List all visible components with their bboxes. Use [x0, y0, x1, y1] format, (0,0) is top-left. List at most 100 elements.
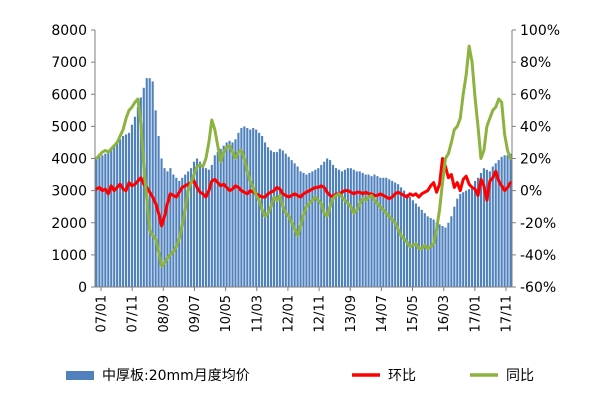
- bar-mark: [435, 222, 438, 287]
- bar-mark: [441, 225, 444, 287]
- x-tick-label: 07/11: [126, 295, 141, 332]
- bar-mark: [213, 155, 216, 287]
- bar-mark: [432, 219, 435, 287]
- left-tick-label: 3000: [51, 184, 87, 200]
- bar-mark: [252, 127, 255, 287]
- bar-mark: [272, 152, 275, 287]
- x-tick-label: 09/07: [188, 295, 203, 332]
- bar-mark: [323, 161, 326, 287]
- bar-mark: [385, 177, 388, 287]
- bar-mark: [326, 158, 329, 287]
- right-tick-label: 0%: [520, 184, 542, 200]
- bar-mark: [136, 107, 139, 287]
- bar-mark: [391, 180, 394, 287]
- bar-mark: [379, 177, 382, 287]
- bar-mark: [370, 176, 373, 287]
- bar-mark: [332, 164, 335, 287]
- bar-mark: [278, 148, 281, 287]
- bar-mark: [222, 145, 225, 287]
- bar-mark: [491, 166, 494, 287]
- bar-mark: [122, 136, 125, 287]
- bar-mark: [438, 224, 441, 287]
- bar-mark: [296, 166, 299, 287]
- x-tick-label: 12/11: [313, 295, 328, 332]
- right-tick-label: -60%: [520, 280, 556, 296]
- right-tick-label: 60%: [520, 87, 551, 103]
- bar-mark: [465, 190, 468, 288]
- bar-mark: [361, 172, 364, 287]
- bar-mark: [113, 145, 116, 287]
- bar-mark: [479, 172, 483, 287]
- bar-mark: [228, 140, 231, 287]
- bar-mark: [234, 139, 237, 287]
- bar-mark: [284, 153, 287, 287]
- legend-swatch-bar: [66, 371, 94, 380]
- bar-mark: [476, 177, 480, 287]
- bar-mark: [166, 171, 169, 287]
- bar-mark: [314, 169, 317, 287]
- bar-mark: [503, 155, 506, 287]
- bar-mark: [246, 127, 249, 287]
- bar-mark: [237, 132, 240, 287]
- legend-group: 中厚板:20mm月度均价 环比 同比: [66, 368, 534, 384]
- left-tick-label: 5000: [51, 119, 87, 135]
- bar-mark: [450, 216, 453, 287]
- bar-mark: [337, 169, 341, 287]
- bar-mark: [408, 197, 412, 287]
- bar-mark: [204, 168, 207, 287]
- right-tick-label: 20%: [520, 152, 551, 168]
- bar-mark: [231, 142, 234, 287]
- bar-mark: [195, 158, 199, 287]
- bar-mark: [190, 168, 193, 287]
- bar-mark: [382, 177, 385, 287]
- legend-label: 同比: [506, 368, 534, 384]
- bar-mark: [376, 176, 379, 287]
- bar-mark: [163, 168, 166, 287]
- bar-mark: [119, 139, 122, 287]
- bar-mark: [509, 153, 512, 287]
- bar-mark: [127, 132, 131, 287]
- bar-mark: [216, 152, 219, 287]
- bar-mark: [124, 134, 128, 287]
- bar-mark: [225, 142, 228, 287]
- right-tick-label: 100%: [520, 23, 560, 39]
- right-tick-label: -40%: [520, 248, 556, 264]
- left-tick-label: 6000: [51, 87, 87, 103]
- bar-mark: [275, 152, 278, 287]
- bar-mark: [243, 126, 246, 288]
- bar-mark: [334, 168, 338, 287]
- bar-mark: [308, 172, 311, 287]
- left-tick-label: 4000: [51, 152, 87, 168]
- bar-mark: [388, 179, 391, 287]
- bar-mark: [255, 129, 258, 287]
- bar-mark: [219, 148, 222, 287]
- bar-mark: [459, 193, 462, 287]
- line-series-group: [94, 44, 513, 268]
- bar-mark: [488, 171, 491, 287]
- bar-mark: [210, 164, 213, 287]
- left-tick-label: 0: [78, 280, 87, 296]
- left-tick-label: 8000: [51, 23, 87, 39]
- bar-mark: [240, 127, 243, 287]
- bar-mark: [98, 156, 101, 287]
- bar-mark: [172, 174, 175, 287]
- bar-mark: [447, 222, 450, 287]
- bar-mark: [453, 206, 456, 287]
- bar-mark: [471, 187, 474, 287]
- bar-mark: [201, 164, 205, 287]
- bar-mark: [397, 184, 400, 287]
- bar-mark: [482, 168, 485, 287]
- bar-mark: [473, 180, 477, 287]
- x-tick-label: 16/03: [437, 295, 452, 332]
- x-tick-label: 17/01: [468, 295, 483, 332]
- bar-mark: [340, 171, 344, 287]
- bar-mark: [130, 124, 134, 288]
- line-series-mom: [94, 157, 513, 228]
- bar-mark: [193, 161, 196, 287]
- bar-mark: [462, 192, 465, 287]
- x-tick-label: 07/01: [95, 295, 110, 332]
- bar-mark: [148, 78, 151, 287]
- x-tick-label: 15/05: [406, 295, 421, 332]
- bar-mark: [101, 155, 104, 287]
